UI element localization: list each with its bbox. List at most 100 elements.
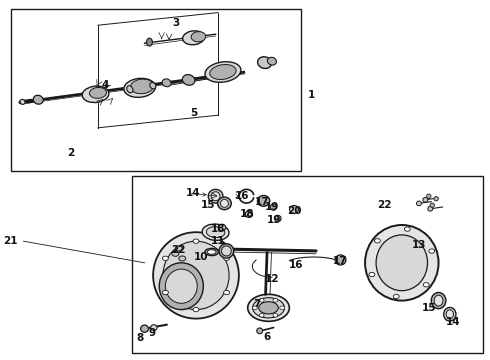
Text: 18: 18 <box>211 224 225 234</box>
Circle shape <box>163 256 169 261</box>
Circle shape <box>252 306 257 310</box>
Circle shape <box>273 298 278 302</box>
Text: 21: 21 <box>3 236 18 246</box>
Ellipse shape <box>165 269 197 303</box>
Ellipse shape <box>416 201 421 206</box>
Text: 9: 9 <box>148 328 155 338</box>
Text: 14: 14 <box>446 317 461 327</box>
Ellipse shape <box>205 62 241 82</box>
Ellipse shape <box>82 86 109 103</box>
Text: 22: 22 <box>172 245 186 255</box>
Circle shape <box>163 290 169 294</box>
Text: 13: 13 <box>412 240 426 250</box>
Ellipse shape <box>211 192 220 201</box>
Ellipse shape <box>218 224 225 231</box>
Ellipse shape <box>210 64 236 80</box>
Text: 2: 2 <box>68 148 74 158</box>
Ellipse shape <box>434 295 443 306</box>
Ellipse shape <box>335 255 346 265</box>
Circle shape <box>369 272 375 276</box>
Ellipse shape <box>90 87 106 98</box>
Ellipse shape <box>365 225 439 301</box>
Text: 18: 18 <box>240 209 255 219</box>
Ellipse shape <box>182 75 195 85</box>
Ellipse shape <box>191 32 206 42</box>
Circle shape <box>280 306 285 310</box>
Ellipse shape <box>124 78 155 97</box>
Circle shape <box>193 307 199 312</box>
Ellipse shape <box>33 95 43 104</box>
Ellipse shape <box>206 227 225 238</box>
Circle shape <box>193 239 199 243</box>
Circle shape <box>404 227 410 231</box>
Ellipse shape <box>130 79 154 94</box>
Ellipse shape <box>423 197 428 202</box>
Ellipse shape <box>208 189 223 203</box>
Text: 20: 20 <box>287 206 301 216</box>
Text: 22: 22 <box>377 200 392 210</box>
Text: 17: 17 <box>255 197 270 207</box>
Ellipse shape <box>431 292 446 309</box>
Circle shape <box>172 251 179 256</box>
Ellipse shape <box>150 82 156 89</box>
Text: 8: 8 <box>136 333 143 343</box>
Ellipse shape <box>205 248 219 256</box>
Ellipse shape <box>274 215 281 222</box>
Ellipse shape <box>245 211 253 217</box>
Text: 4: 4 <box>101 80 109 90</box>
Circle shape <box>223 290 229 294</box>
Ellipse shape <box>257 328 263 334</box>
Ellipse shape <box>219 244 234 258</box>
Circle shape <box>393 294 399 299</box>
Ellipse shape <box>430 203 434 207</box>
Text: 1: 1 <box>308 90 315 100</box>
Text: 17: 17 <box>333 256 348 266</box>
Ellipse shape <box>258 57 271 68</box>
Ellipse shape <box>270 204 277 210</box>
Ellipse shape <box>376 235 427 291</box>
Ellipse shape <box>141 325 148 332</box>
Circle shape <box>223 256 229 261</box>
Text: 10: 10 <box>194 252 208 262</box>
Circle shape <box>374 239 380 243</box>
Ellipse shape <box>253 298 284 318</box>
Text: 15: 15 <box>421 303 436 313</box>
Text: 19: 19 <box>265 202 279 212</box>
Ellipse shape <box>162 79 171 87</box>
Ellipse shape <box>426 194 431 198</box>
Ellipse shape <box>220 199 228 207</box>
Ellipse shape <box>259 302 278 314</box>
Text: 16: 16 <box>289 260 304 270</box>
Ellipse shape <box>207 250 216 254</box>
Ellipse shape <box>147 38 152 46</box>
Bar <box>132 176 483 353</box>
Ellipse shape <box>446 310 454 319</box>
Ellipse shape <box>258 195 270 206</box>
Text: 12: 12 <box>265 274 279 284</box>
Text: 7: 7 <box>253 299 261 309</box>
Text: 19: 19 <box>267 215 282 225</box>
Circle shape <box>175 246 182 251</box>
Circle shape <box>259 314 264 317</box>
Circle shape <box>179 256 186 261</box>
Ellipse shape <box>183 31 204 45</box>
Circle shape <box>429 249 435 253</box>
Ellipse shape <box>202 224 229 240</box>
Ellipse shape <box>268 57 276 65</box>
Text: 3: 3 <box>173 18 180 28</box>
Ellipse shape <box>127 86 133 93</box>
Bar <box>11 9 301 171</box>
Ellipse shape <box>444 307 456 321</box>
Text: 5: 5 <box>190 108 197 118</box>
Text: 16: 16 <box>235 191 250 201</box>
Text: 6: 6 <box>264 332 270 342</box>
Circle shape <box>423 283 429 287</box>
Circle shape <box>259 298 264 302</box>
Ellipse shape <box>151 325 157 330</box>
Ellipse shape <box>153 232 239 319</box>
Ellipse shape <box>218 197 231 210</box>
Circle shape <box>273 314 278 317</box>
Text: 14: 14 <box>186 188 201 198</box>
Ellipse shape <box>248 294 289 321</box>
Ellipse shape <box>20 99 25 104</box>
